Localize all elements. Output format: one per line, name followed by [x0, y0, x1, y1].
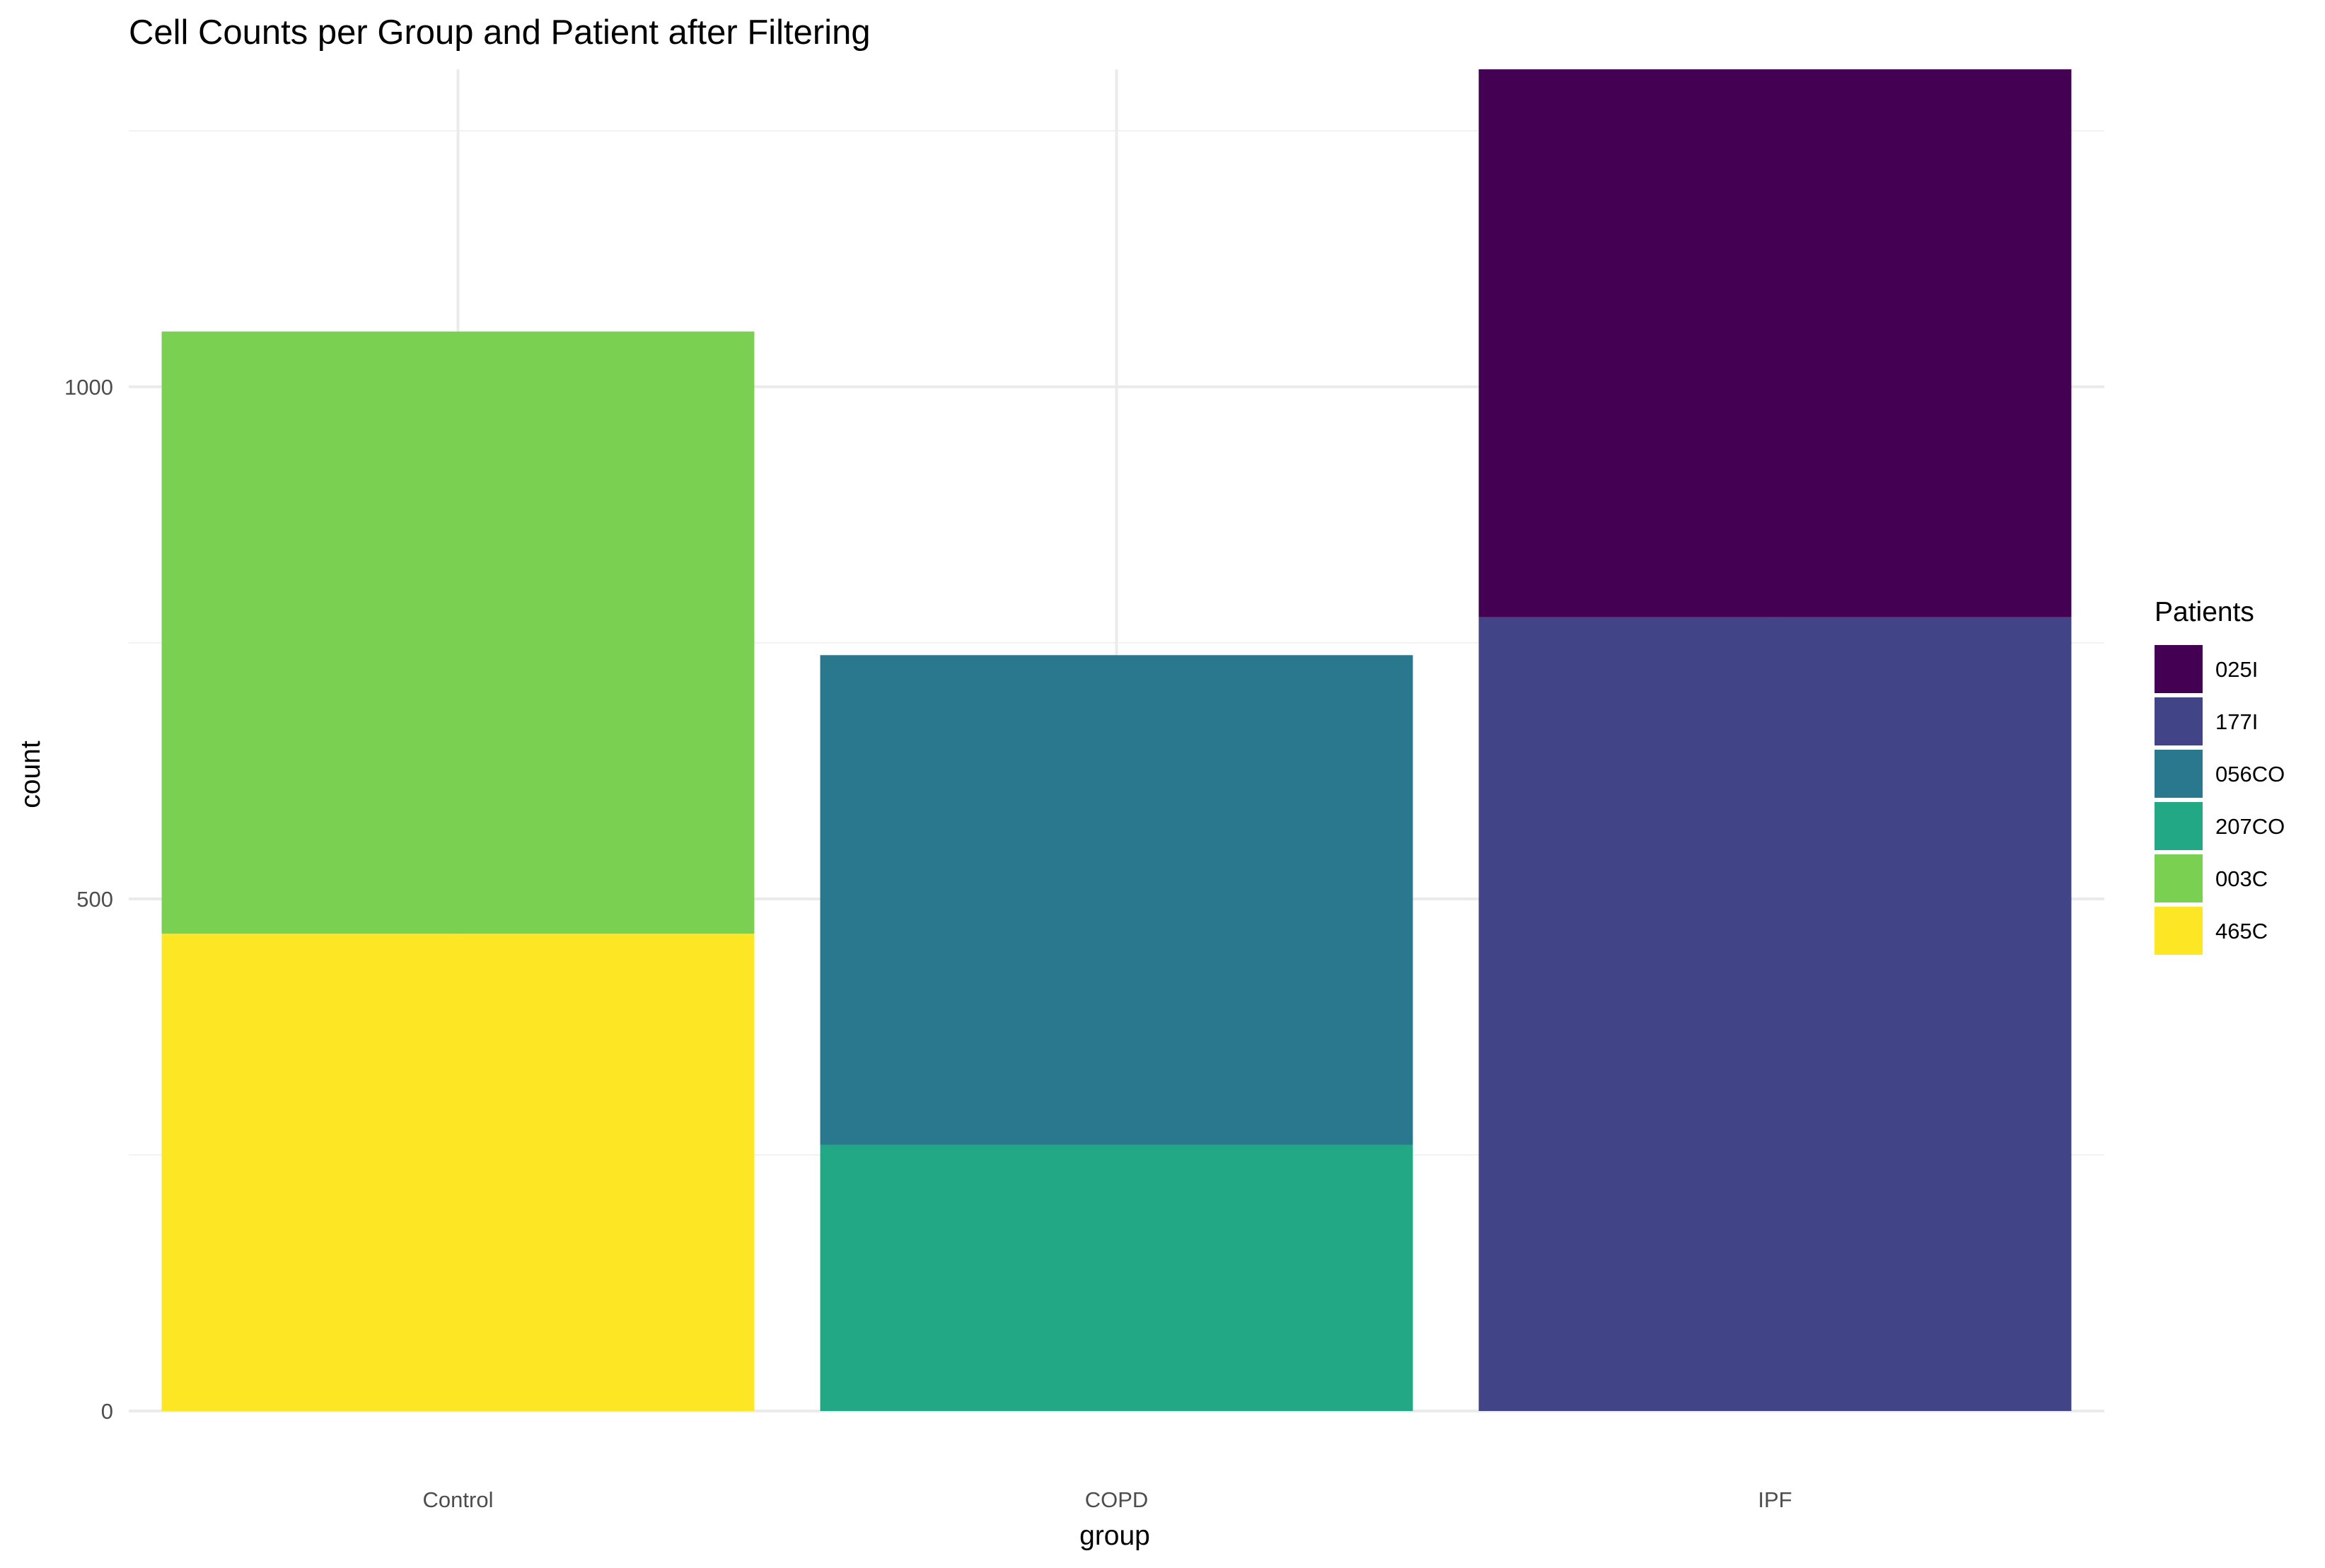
y-axis-title: count	[16, 741, 46, 808]
legend-label-207CO: 207CO	[2215, 814, 2285, 839]
bar-segment-177I	[1478, 617, 2072, 1411]
legend-key-177I	[2155, 697, 2203, 745]
bar-segment-003C	[161, 331, 755, 934]
legend-label-177I: 177I	[2215, 709, 2258, 734]
x-tick-label: Control	[423, 1487, 494, 1512]
bar-segment-056CO	[820, 655, 1413, 1145]
y-tick-label: 500	[76, 887, 113, 912]
legend-key-056CO	[2155, 750, 2203, 798]
legend-key-025I	[2155, 645, 2203, 693]
axis-layer: 0 500 1000 Control COPD IPF	[64, 375, 1792, 1512]
legend-label-003C: 003C	[2215, 866, 2268, 891]
bar-segment-025I	[1478, 69, 2072, 617]
x-tick-label: COPD	[1085, 1487, 1149, 1512]
x-tick-label: IPF	[1758, 1487, 1792, 1512]
bar-segment-207CO	[820, 1144, 1413, 1411]
legend-title: Patients	[2155, 597, 2254, 627]
legend-key-465C	[2155, 907, 2203, 955]
chart-title: Cell Counts per Group and Patient after …	[129, 13, 871, 52]
x-axis-title: group	[1079, 1521, 1150, 1551]
bar-segment-465C	[161, 934, 755, 1411]
legend-items: 025I 177I 056CO 207CO 003C 465C	[2155, 645, 2285, 955]
bar-layer	[161, 69, 2072, 1411]
legend-key-003C	[2155, 854, 2203, 902]
legend-label-025I: 025I	[2215, 657, 2258, 682]
legend-label-056CO: 056CO	[2215, 762, 2285, 786]
legend: Patients 025I 177I 056CO 207CO 003C 465C	[2155, 597, 2285, 955]
legend-label-465C: 465C	[2215, 919, 2268, 943]
y-tick-label: 0	[101, 1399, 113, 1424]
legend-key-207CO	[2155, 802, 2203, 850]
y-tick-label: 1000	[64, 375, 113, 400]
